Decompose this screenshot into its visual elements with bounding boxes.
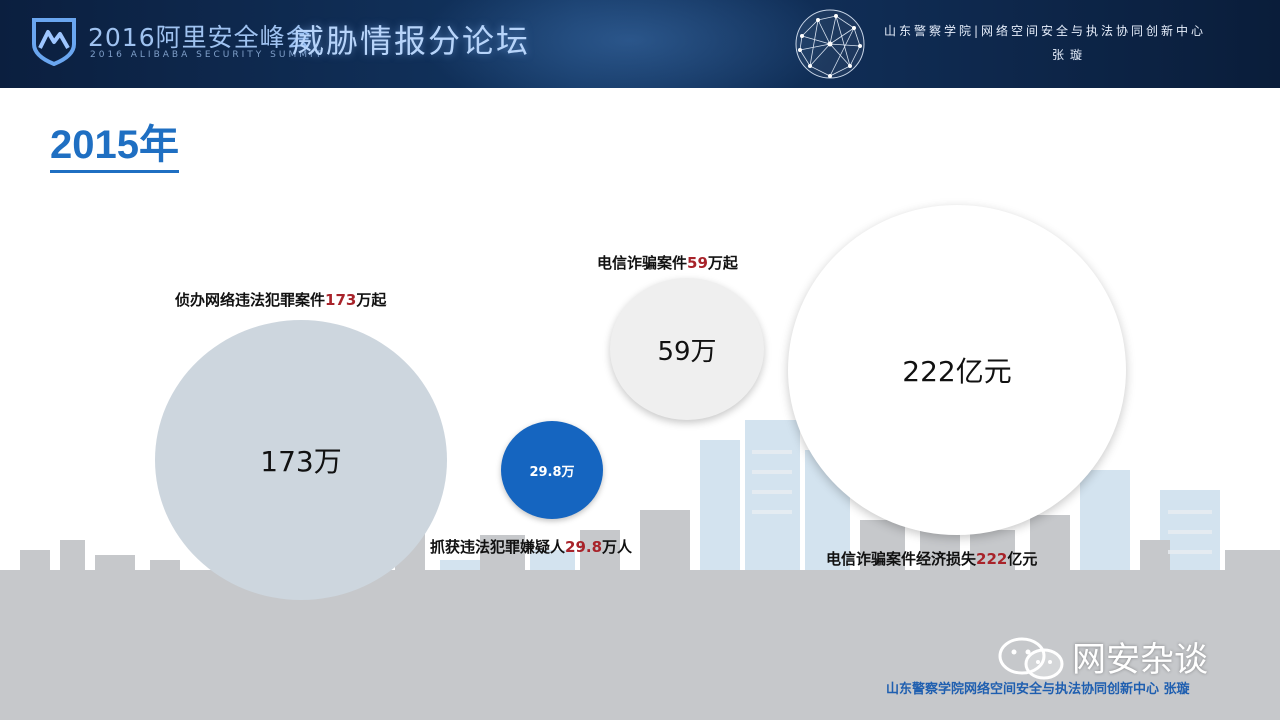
caption-cases-investigated: 侦办网络违法犯罪案件173万起 bbox=[175, 289, 386, 310]
header-banner: 2016阿里安全峰会 2016 ALIBABA SECURITY SUMMIT … bbox=[0, 0, 1280, 88]
author-name-top: 张璇 bbox=[1052, 48, 1089, 62]
caption-text: 侦办网络违法犯罪案件 bbox=[175, 291, 326, 309]
caption-suspects-arrested: 抓获违法犯罪嫌疑人29.8万人 bbox=[430, 536, 632, 557]
bubble-value-telecom-fraud-cases: 59万 bbox=[657, 336, 717, 367]
bubble-cases-investigated: 173万 bbox=[155, 320, 447, 600]
bubble-value-telecom-fraud-loss: 222亿元 bbox=[902, 355, 1012, 388]
caption-number: 173 bbox=[325, 291, 357, 309]
forum-title: 威胁情报分论坛 bbox=[292, 22, 531, 60]
bubble-telecom-fraud-cases: 59万 bbox=[610, 278, 764, 420]
bubble-value-suspects-arrested: 29.8万 bbox=[529, 464, 575, 480]
year-heading: 2015年 bbox=[50, 122, 179, 173]
bubble-suspects-arrested: 29.8万 bbox=[501, 421, 603, 519]
institute-name-bottom: 山东警察学院网络空间安全与执法协同创新中心 张璇 bbox=[886, 682, 1190, 697]
caption-number: 222 bbox=[976, 550, 1008, 568]
caption-number: 59 bbox=[687, 254, 708, 272]
wechat-icon bbox=[998, 637, 1064, 680]
caption-text: 电信诈骗案件 bbox=[597, 254, 688, 272]
bubble-value-cases-investigated: 173万 bbox=[260, 445, 342, 478]
caption-unit: 亿元 bbox=[1007, 550, 1038, 568]
summit-shield-logo bbox=[32, 18, 76, 66]
caption-number: 29.8 bbox=[565, 538, 603, 556]
banner-glow bbox=[420, 0, 840, 88]
caption-unit: 万起 bbox=[707, 254, 738, 272]
summit-title: 2016阿里安全峰会 bbox=[88, 23, 312, 52]
caption-telecom-fraud-loss: 电信诈骗案件经济损失222亿元 bbox=[826, 548, 1037, 569]
bubble-telecom-fraud-loss: 222亿元 bbox=[788, 205, 1126, 535]
city-skyline-illustration bbox=[0, 420, 1280, 720]
caption-unit: 万人 bbox=[602, 538, 633, 556]
caption-telecom-fraud-cases: 电信诈骗案件59万起 bbox=[597, 252, 738, 273]
watermark-text: 网安杂谈 bbox=[1072, 640, 1208, 680]
summit-subtitle: 2016 ALIBABA SECURITY SUMMIT bbox=[90, 50, 325, 60]
caption-text: 抓获违法犯罪嫌疑人 bbox=[430, 538, 566, 556]
network-globe-icon bbox=[795, 9, 865, 79]
caption-text: 电信诈骗案件经济损失 bbox=[826, 550, 977, 568]
caption-unit: 万起 bbox=[356, 291, 387, 309]
institute-name-top: 山东警察学院|网络空间安全与执法协同创新中心 bbox=[884, 24, 1207, 38]
